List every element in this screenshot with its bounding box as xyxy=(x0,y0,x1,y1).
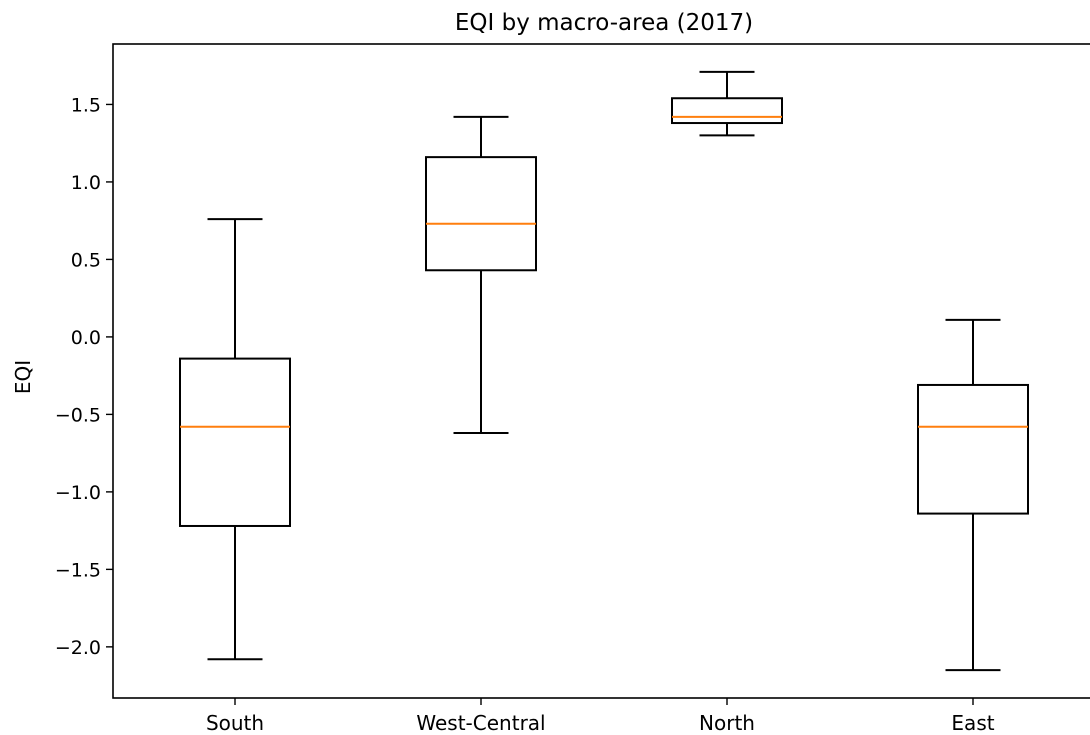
y-tick-label: 0.5 xyxy=(71,249,101,271)
y-tick-label: −2.0 xyxy=(55,637,101,659)
plot-frame xyxy=(112,43,1090,699)
x-tick-label: East xyxy=(951,711,994,735)
y-tick-label: −0.5 xyxy=(55,404,101,426)
plot-area: −2.0 −1.5 −1.0 −0.5 0.0 0.5 1.0 1.5 South West-Ce… xyxy=(55,70,1029,735)
x-tick-label: West-Central xyxy=(416,711,545,735)
box-iqr xyxy=(917,383,1029,515)
y-axis-label: EQI xyxy=(11,360,35,394)
y-tick-label: 1.0 xyxy=(71,172,101,194)
y-tick-label: 0.0 xyxy=(71,327,101,349)
y-tick-label: −1.0 xyxy=(55,482,101,504)
box-iqr xyxy=(425,156,537,272)
chart-title: EQI by macro-area (2017) xyxy=(455,10,753,36)
box-iqr xyxy=(179,357,291,527)
x-tick-label: South xyxy=(206,711,264,735)
y-tick-label: −1.5 xyxy=(55,559,101,581)
y-tick-label: 1.5 xyxy=(71,94,101,116)
box-iqr xyxy=(671,97,783,125)
x-tick-label: North xyxy=(699,711,755,735)
